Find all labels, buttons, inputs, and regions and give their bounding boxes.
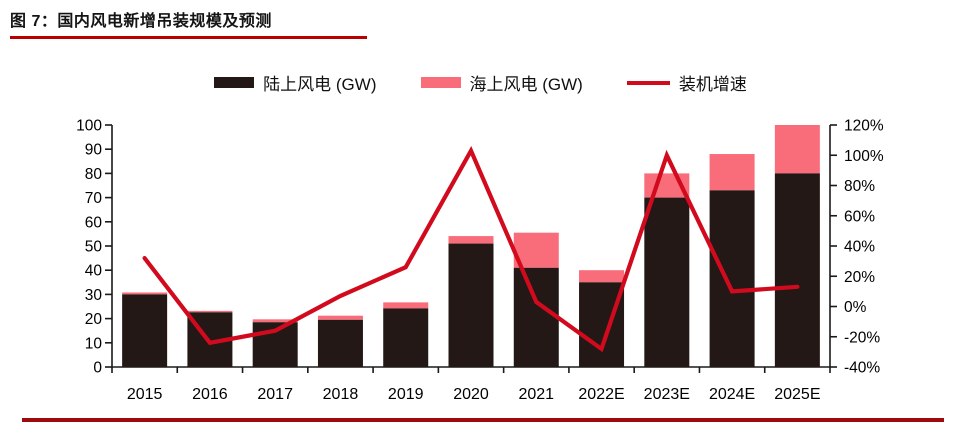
left-tick-label: 50 (85, 239, 103, 256)
x-category-label: 2023E (644, 386, 690, 403)
growth-line-swatch (626, 80, 670, 85)
bottom-rule (22, 418, 944, 422)
legend-label-onshore: 陆上风电 (GW) (263, 75, 377, 94)
x-category-label: 2024E (709, 386, 755, 403)
left-tick-label: 60 (85, 214, 103, 231)
x-category-label: 2017 (257, 386, 293, 403)
right-tick-label: 20% (844, 269, 875, 286)
bar-2022E-onshore (579, 282, 625, 367)
right-axis-ticks: 120% 100% 80% 60% 40% 20% 0% -20% -40% (830, 118, 884, 377)
bar-2023E-onshore (644, 197, 690, 367)
right-tick-label: 60% (844, 208, 875, 225)
x-category-label: 2015 (127, 386, 163, 403)
x-category-label: 2019 (388, 386, 424, 403)
chart-legend: 陆上风电 (GW) 海上风电 (GW) 装机增速 (0, 70, 961, 95)
bar-2015-onshore (122, 294, 168, 367)
left-tick-label: 20 (85, 311, 103, 328)
bar-2025E-onshore (774, 173, 820, 367)
right-tick-label: -20% (844, 329, 880, 346)
x-category-label: 2016 (192, 386, 228, 403)
left-tick-label: 40 (85, 263, 103, 280)
right-tick-label: 0% (844, 299, 867, 316)
bar-2021-onshore (513, 267, 559, 367)
bar-2022E-offshore (579, 270, 625, 283)
x-axis-ticks: 2015 2016 2017 2018 2019 2020 2021 2022E 2023E 20… (111, 367, 831, 403)
bar-2024E-onshore (709, 190, 755, 367)
right-tick-label: -40% (844, 360, 880, 377)
right-tick-label: 40% (844, 239, 875, 256)
right-tick-label: 120% (844, 118, 884, 135)
left-tick-label: 30 (85, 287, 103, 304)
title-underline-rule (10, 36, 367, 39)
bar-2018-onshore (317, 319, 363, 367)
figure-title: 图 7：国内风电新增吊装规模及预测 (10, 13, 272, 30)
left-tick-label: 0 (93, 360, 102, 377)
x-category-label: 2022E (578, 386, 624, 403)
offshore-swatch (420, 77, 461, 88)
x-category-label: 2018 (323, 386, 359, 403)
bar-2016-offshore (187, 310, 233, 313)
left-tick-label: 80 (85, 166, 103, 183)
bar-2019-onshore (383, 308, 429, 367)
left-tick-label: 10 (85, 335, 103, 352)
bar-2025E-offshore (774, 125, 820, 174)
bar-2018-offshore (317, 315, 363, 320)
bar-2019-offshore (383, 302, 429, 309)
growth-rate-line (142, 145, 800, 353)
legend-item-onshore: 陆上风电 (GW) (214, 70, 377, 95)
bar-2015-offshore (122, 292, 168, 295)
right-tick-label: 100% (844, 148, 884, 165)
x-category-label: 2021 (518, 386, 554, 403)
bar-2017-offshore (252, 319, 298, 323)
bar-2024E-offshore (709, 154, 755, 191)
left-tick-label: 90 (85, 142, 103, 159)
left-tick-label: 70 (85, 190, 103, 207)
legend-item-offshore: 海上风电 (GW) (420, 70, 583, 95)
bars (122, 125, 820, 367)
onshore-swatch (214, 77, 255, 88)
legend-label-offshore: 海上风电 (GW) (469, 75, 583, 94)
x-category-label: 2020 (453, 386, 489, 403)
legend-item-growth: 装机增速 (626, 70, 747, 95)
right-tick-label: 80% (844, 178, 875, 195)
bar-2020-onshore (448, 243, 494, 367)
bar-2020-offshore (448, 236, 494, 244)
x-category-label: 2025E (774, 386, 820, 403)
left-tick-label: 100 (76, 118, 102, 135)
legend-label-growth: 装机增速 (678, 75, 747, 94)
